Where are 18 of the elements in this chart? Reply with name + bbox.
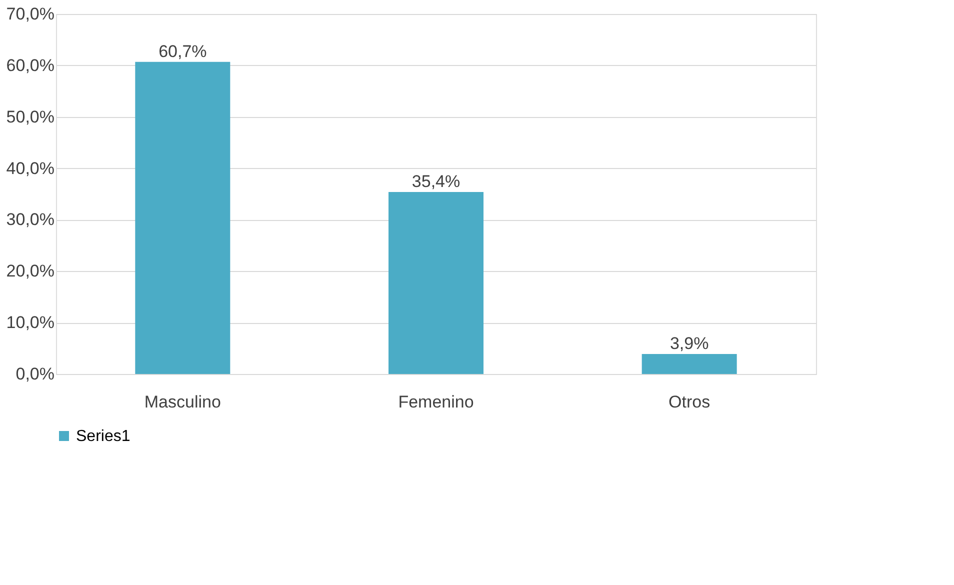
bar [388,192,484,374]
x-tick-label: Masculino [144,392,221,412]
x-tick-label: Femenino [398,392,474,412]
y-tick-label: 60,0% [6,56,54,75]
y-tick-label: 0,0% [16,364,54,384]
bar [135,62,230,374]
data-label: 60,7% [158,42,207,61]
bar [642,354,737,374]
y-tick-label: 10,0% [6,313,54,332]
legend-label: Series1 [76,428,130,445]
x-tick-label: Otros [668,392,710,412]
y-tick-label: 70,0% [6,4,54,24]
y-tick-label: 40,0% [6,158,54,178]
data-label: 35,4% [412,172,460,191]
data-label: 3,9% [670,334,709,353]
y-tick-label: 20,0% [6,262,54,281]
y-tick-label: 50,0% [6,107,54,126]
y-tick-label: 30,0% [6,210,54,230]
